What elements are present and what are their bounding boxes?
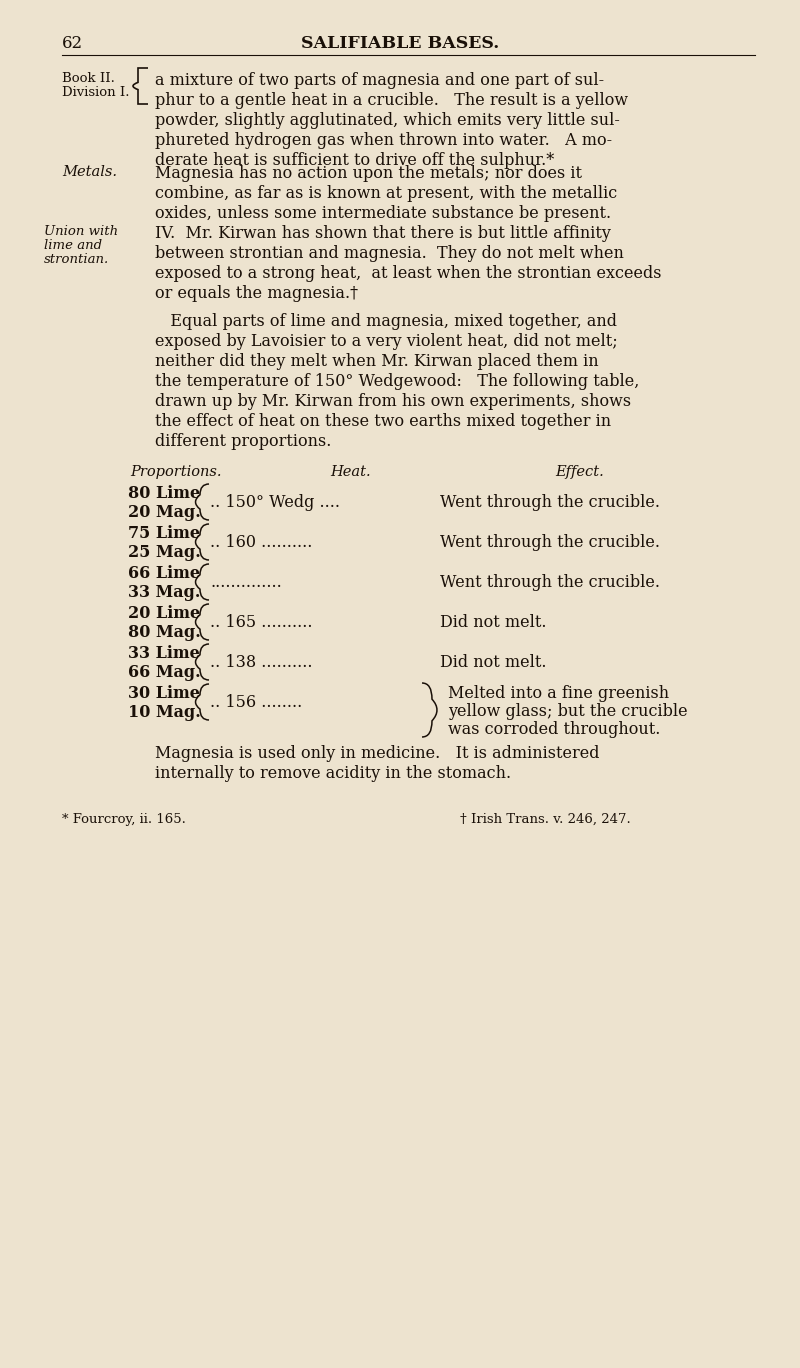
Text: SALIFIABLE BASES.: SALIFIABLE BASES.: [301, 36, 499, 52]
Text: Went through the crucible.: Went through the crucible.: [440, 534, 660, 551]
Text: phur to a gentle heat in a crucible.   The result is a yellow: phur to a gentle heat in a crucible. The…: [155, 92, 628, 109]
Text: yellow glass; but the crucible: yellow glass; but the crucible: [448, 703, 688, 720]
Text: the temperature of 150° Wedgewood:   The following table,: the temperature of 150° Wedgewood: The f…: [155, 373, 639, 390]
Text: * Fourcroy, ii. 165.: * Fourcroy, ii. 165.: [62, 813, 186, 826]
Text: exposed by Lavoisier to a very violent heat, did not melt;: exposed by Lavoisier to a very violent h…: [155, 332, 618, 350]
Text: Did not melt.: Did not melt.: [440, 654, 546, 670]
Text: 80 Lime: 80 Lime: [128, 486, 200, 502]
Text: neither did they melt when Mr. Kirwan placed them in: neither did they melt when Mr. Kirwan pl…: [155, 353, 598, 369]
Text: internally to remove acidity in the stomach.: internally to remove acidity in the stom…: [155, 765, 511, 782]
Text: Union with: Union with: [44, 224, 118, 238]
Text: Effect.: Effect.: [555, 465, 604, 479]
Text: Equal parts of lime and magnesia, mixed together, and: Equal parts of lime and magnesia, mixed …: [155, 313, 617, 330]
Text: .. 138 ..........: .. 138 ..........: [210, 654, 313, 670]
Text: ..............: ..............: [210, 575, 282, 591]
Text: derate heat is sufficient to drive off the sulphur.*: derate heat is sufficient to drive off t…: [155, 152, 554, 170]
Text: 20 Lime: 20 Lime: [128, 605, 200, 622]
Text: Heat.: Heat.: [330, 465, 370, 479]
Text: .. 160 ..........: .. 160 ..........: [210, 534, 312, 551]
Text: 10 Mag.: 10 Mag.: [128, 705, 201, 721]
Text: 75 Lime: 75 Lime: [128, 525, 200, 542]
Text: 33 Mag.: 33 Mag.: [128, 584, 200, 601]
Text: between strontian and magnesia.  They do not melt when: between strontian and magnesia. They do …: [155, 245, 624, 263]
Text: 66 Lime: 66 Lime: [128, 565, 200, 581]
Text: 66 Mag.: 66 Mag.: [128, 663, 201, 681]
Text: 33 Lime: 33 Lime: [128, 644, 200, 662]
Text: was corroded throughout.: was corroded throughout.: [448, 721, 660, 737]
Text: combine, as far as is known at present, with the metallic: combine, as far as is known at present, …: [155, 185, 618, 202]
Text: 30 Lime: 30 Lime: [128, 685, 200, 702]
Text: exposed to a strong heat,  at least when the strontian exceeds: exposed to a strong heat, at least when …: [155, 265, 662, 282]
Text: phureted hydrogen gas when thrown into water.   A mo-: phureted hydrogen gas when thrown into w…: [155, 131, 612, 149]
Text: Division I.: Division I.: [62, 86, 130, 98]
Text: Book II.: Book II.: [62, 73, 115, 85]
Text: .. 156 ........: .. 156 ........: [210, 694, 302, 711]
Text: lime and: lime and: [44, 239, 102, 252]
Text: † Irish Trans. v. 246, 247.: † Irish Trans. v. 246, 247.: [460, 813, 630, 826]
Text: strontian.: strontian.: [44, 253, 110, 265]
Text: drawn up by Mr. Kirwan from his own experiments, shows: drawn up by Mr. Kirwan from his own expe…: [155, 393, 631, 410]
Text: powder, slightly agglutinated, which emits very little sul-: powder, slightly agglutinated, which emi…: [155, 112, 620, 129]
Text: the effect of heat on these two earths mixed together in: the effect of heat on these two earths m…: [155, 413, 611, 430]
Text: Went through the crucible.: Went through the crucible.: [440, 575, 660, 591]
Text: or equals the magnesia.†: or equals the magnesia.†: [155, 285, 358, 302]
Text: Melted into a fine greenish: Melted into a fine greenish: [448, 685, 669, 702]
Text: 62: 62: [62, 36, 83, 52]
Text: Magnesia has no action upon the metals; nor does it: Magnesia has no action upon the metals; …: [155, 166, 582, 182]
Text: Magnesia is used only in medicine.   It is administered: Magnesia is used only in medicine. It is…: [155, 746, 599, 762]
Text: a mixture of two parts of magnesia and one part of sul-: a mixture of two parts of magnesia and o…: [155, 73, 604, 89]
Text: 20 Mag.: 20 Mag.: [128, 503, 201, 521]
Text: Did not melt.: Did not melt.: [440, 614, 546, 631]
Text: .. 165 ..........: .. 165 ..........: [210, 614, 313, 631]
Text: oxides, unless some intermediate substance be present.: oxides, unless some intermediate substan…: [155, 205, 611, 222]
Text: IV.  Mr. Kirwan has shown that there is but little affinity: IV. Mr. Kirwan has shown that there is b…: [155, 224, 611, 242]
Text: 25 Mag.: 25 Mag.: [128, 544, 201, 561]
Text: 80 Mag.: 80 Mag.: [128, 624, 201, 642]
Text: Proportions.: Proportions.: [130, 465, 222, 479]
Text: Metals.: Metals.: [62, 166, 117, 179]
Text: Went through the crucible.: Went through the crucible.: [440, 494, 660, 512]
Text: different proportions.: different proportions.: [155, 434, 331, 450]
Text: .. 150° Wedg ....: .. 150° Wedg ....: [210, 494, 340, 512]
